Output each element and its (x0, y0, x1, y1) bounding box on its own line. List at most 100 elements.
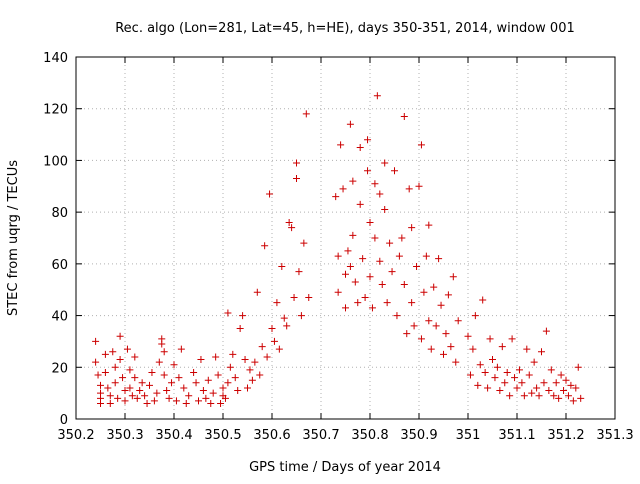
data-point (106, 392, 114, 400)
data-point (454, 317, 462, 325)
data-point (538, 348, 545, 356)
data-point (486, 335, 494, 343)
data-point (342, 304, 349, 312)
data-point (101, 350, 109, 358)
data-point (562, 376, 570, 384)
data-point (339, 185, 347, 193)
data-point (280, 314, 288, 322)
data-point (337, 141, 345, 149)
data-point (513, 384, 521, 392)
data-point (393, 312, 401, 320)
data-point (395, 252, 403, 260)
x-tick-label: 350.6 (253, 428, 290, 443)
data-point (150, 397, 158, 405)
data-point (190, 368, 198, 376)
data-point (417, 335, 425, 343)
data-point (425, 317, 433, 325)
data-point (415, 182, 423, 190)
data-point (356, 200, 364, 208)
data-point (400, 281, 408, 289)
data-point (427, 345, 435, 353)
data-point (126, 384, 134, 392)
data-point (506, 392, 514, 400)
data-point (408, 299, 416, 307)
data-point (121, 387, 129, 395)
y-tick-label: 80 (51, 206, 68, 221)
data-point (170, 361, 178, 369)
data-point (400, 112, 408, 120)
data-point (133, 394, 141, 402)
data-point (496, 387, 504, 395)
data-point (204, 376, 212, 384)
data-point (464, 332, 472, 340)
x-tick-label: 350.8 (351, 428, 388, 443)
data-point (366, 218, 374, 226)
data-point (275, 345, 283, 353)
data-point (295, 268, 303, 276)
data-point (202, 394, 210, 402)
data-point (555, 394, 563, 402)
data-point (408, 224, 416, 232)
data-point (270, 337, 278, 345)
data-point (101, 368, 109, 376)
data-point (258, 343, 266, 351)
data-point (219, 384, 227, 392)
data-point (444, 291, 452, 299)
data-point (146, 381, 153, 389)
data-point (182, 399, 190, 407)
data-point (476, 361, 484, 369)
data-point (229, 350, 237, 358)
data-point (523, 345, 531, 353)
data-point (349, 231, 357, 239)
data-point (371, 180, 379, 188)
data-point (163, 387, 171, 395)
data-point (290, 293, 298, 301)
data-point (525, 371, 533, 379)
data-point (405, 185, 413, 193)
data-point (540, 379, 548, 387)
data-point (273, 299, 281, 307)
data-point (334, 252, 342, 260)
data-point (293, 175, 300, 183)
data-point (557, 371, 565, 379)
data-point (158, 340, 166, 348)
data-point (452, 358, 460, 366)
data-point (244, 384, 251, 392)
data-point (493, 363, 501, 371)
data-point (518, 379, 526, 387)
data-point (376, 257, 384, 265)
data-point (484, 384, 492, 392)
data-point (231, 374, 239, 382)
data-point (530, 358, 538, 366)
data-point (126, 366, 134, 374)
data-point (109, 348, 117, 356)
data-point (491, 374, 499, 382)
data-point (346, 120, 354, 128)
data-point (195, 397, 202, 405)
data-point (440, 350, 447, 358)
data-point (366, 273, 374, 281)
data-point (425, 221, 433, 229)
data-point (97, 399, 104, 407)
data-point (417, 141, 425, 149)
x-tick-label: 350.3 (106, 428, 143, 443)
data-point (420, 288, 428, 296)
data-point (567, 381, 575, 389)
data-point (435, 255, 443, 263)
data-point (302, 110, 310, 118)
x-tick-label: 351.3 (596, 428, 633, 443)
data-point (479, 296, 487, 304)
x-tick-label: 351.1 (498, 428, 535, 443)
data-point (253, 288, 261, 296)
data-point (364, 167, 372, 175)
data-point (364, 136, 372, 144)
data-point (471, 312, 479, 320)
data-point (297, 312, 305, 320)
data-point (398, 234, 406, 242)
y-tick-label: 0 (60, 413, 68, 428)
data-point (361, 293, 369, 301)
data-point (121, 397, 129, 405)
data-point (111, 379, 119, 387)
data-point (503, 368, 511, 376)
